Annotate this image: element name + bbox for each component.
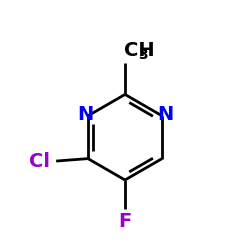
Text: F: F [118, 212, 132, 231]
Text: N: N [77, 105, 93, 124]
Text: 3: 3 [138, 48, 148, 62]
Text: N: N [157, 105, 173, 124]
Text: CH: CH [124, 41, 154, 60]
Text: Cl: Cl [29, 152, 50, 171]
